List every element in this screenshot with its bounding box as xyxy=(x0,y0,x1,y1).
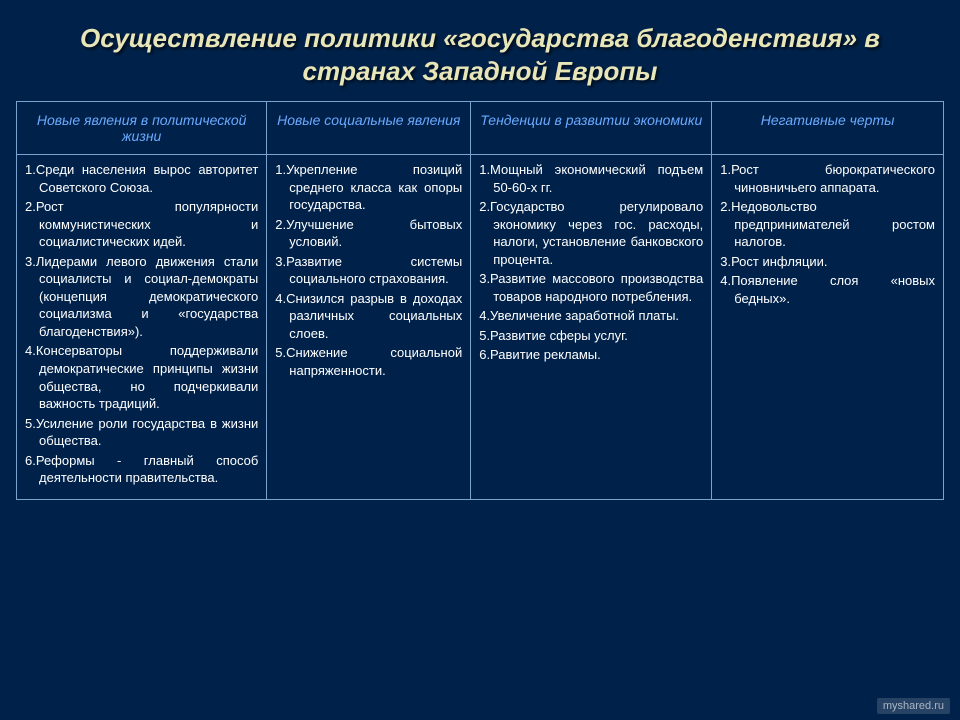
header-col-1: Новые явления в политической жизни xyxy=(17,102,267,155)
list-item: 4.Снизился разрыв в доходах различных со… xyxy=(275,290,462,343)
header-row: Новые явления в политической жизни Новые… xyxy=(17,102,944,155)
list-item: 1.Рост бюрократического чиновничьего апп… xyxy=(720,161,935,196)
list-item: 1.Мощный экономический подъем 50-60-х гг… xyxy=(479,161,703,196)
cell-col-2: 1.Укрепление позиций среднего класса как… xyxy=(267,155,471,500)
list-item: 4.Увеличение заработной платы. xyxy=(479,307,703,325)
list-item: 2.Недовольство предпринимателей ростом н… xyxy=(720,198,935,251)
list-item: 1.Среди населения вырос авторитет Советс… xyxy=(25,161,258,196)
header-col-4: Негативные черты xyxy=(712,102,944,155)
header-col-2: Новые социальные явления xyxy=(267,102,471,155)
list-item: 3.Развитие системы социального страхован… xyxy=(275,253,462,288)
list-item: 3.Развитие массового производства товаро… xyxy=(479,270,703,305)
list-item: 3.Рост инфляции. xyxy=(720,253,935,271)
body-row: 1.Среди населения вырос авторитет Советс… xyxy=(17,155,944,500)
content-table: Новые явления в политической жизни Новые… xyxy=(16,101,944,500)
cell-col-3: 1.Мощный экономический подъем 50-60-х гг… xyxy=(471,155,712,500)
list-item: 6.Реформы - главный способ деятельности … xyxy=(25,452,258,487)
list-item: 2.Улучшение бытовых условий. xyxy=(275,216,462,251)
list-item: 5.Снижение социальной напряженности. xyxy=(275,344,462,379)
watermark: myshared.ru xyxy=(877,698,950,714)
list-item: 2.Рост популярности коммунистических и с… xyxy=(25,198,258,251)
cell-col-1: 1.Среди населения вырос авторитет Советс… xyxy=(17,155,267,500)
header-col-3: Тенденции в развитии экономики xyxy=(471,102,712,155)
list-item: 2.Государство регулировало экономику чер… xyxy=(479,198,703,268)
list-item: 3.Лидерами левого движения стали социали… xyxy=(25,253,258,341)
list-item: 4.Появление слоя «новых бедных». xyxy=(720,272,935,307)
slide-title: Осуществление политики «государства благ… xyxy=(0,0,960,101)
list-item: 5.Усиление роли государства в жизни обще… xyxy=(25,415,258,450)
list-item: 4.Консерваторы поддерживали демократичес… xyxy=(25,342,258,412)
list-item: 6.Равитие рекламы. xyxy=(479,346,703,364)
slide: Осуществление политики «государства благ… xyxy=(0,0,960,720)
list-item: 5.Развитие сферы услуг. xyxy=(479,327,703,345)
list-item: 1.Укрепление позиций среднего класса как… xyxy=(275,161,462,214)
cell-col-4: 1.Рост бюрократического чиновничьего апп… xyxy=(712,155,944,500)
